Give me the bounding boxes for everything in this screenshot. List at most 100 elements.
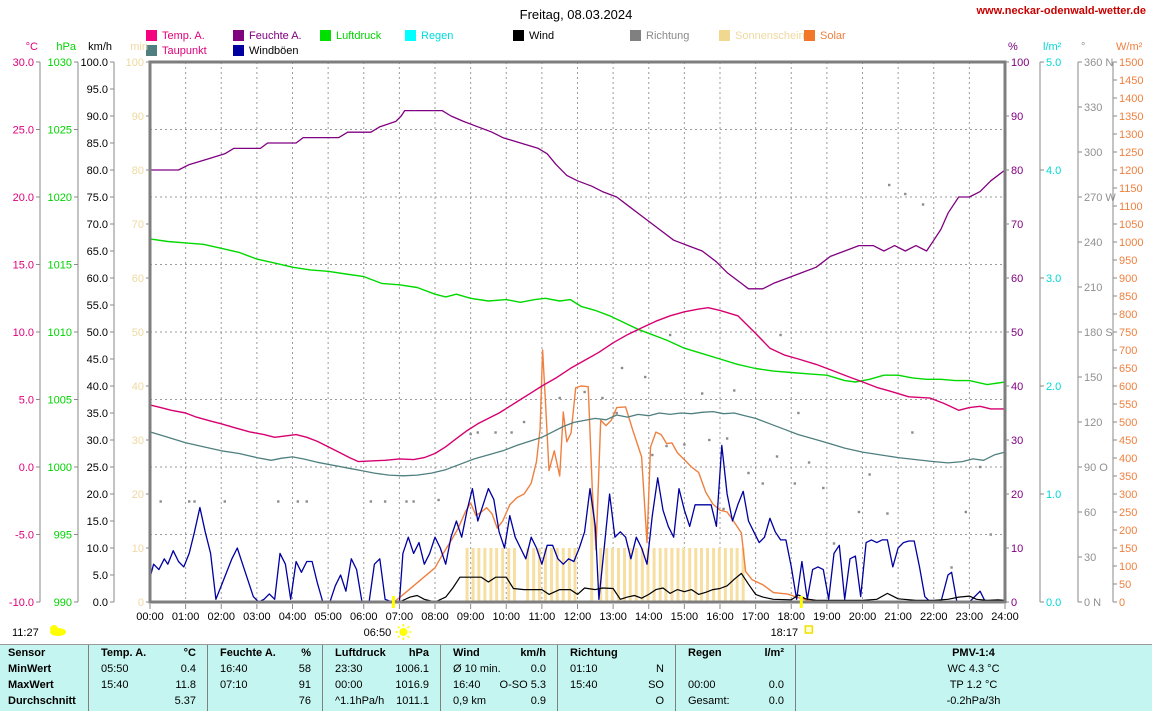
legend-item-taupunkt: Taupunkt (146, 45, 207, 57)
svg-text:750: 750 (1119, 327, 1137, 339)
svg-text:1015: 1015 (48, 260, 72, 272)
svg-text:30.0: 30.0 (13, 57, 34, 69)
svg-text:%: % (1008, 41, 1018, 53)
svg-text:40: 40 (132, 381, 144, 393)
website-link[interactable]: www.neckar-odenwald-wetter.de (976, 5, 1146, 17)
svg-text:04:00: 04:00 (279, 611, 307, 623)
svg-text:l/m²: l/m² (1043, 41, 1062, 53)
svg-text:1000: 1000 (48, 462, 72, 474)
axis-right-: % 0 10 20 30 40 50 60 70 80 90 100 (1005, 41, 1029, 609)
svg-text:60: 60 (1011, 273, 1023, 285)
svg-text:09:00: 09:00 (457, 611, 485, 623)
table-cell: WC 4.3 °C (947, 663, 1000, 675)
moon-marker: 11:27 (12, 625, 66, 639)
svg-text:80: 80 (1011, 165, 1023, 177)
svg-text:5.0: 5.0 (19, 395, 34, 407)
svg-text:50: 50 (132, 327, 144, 339)
svg-text:06:00: 06:00 (350, 611, 378, 623)
svg-text:90: 90 (1011, 111, 1023, 123)
svg-text:30: 30 (1084, 552, 1096, 564)
table-col-temp-a: Temp. A. °C 05:50 0.4 15:40 11.8 5.37 (88, 645, 206, 711)
sunrise-marker: 06:50 (364, 596, 412, 640)
svg-text:15:00: 15:00 (671, 611, 699, 623)
svg-text:330: 330 (1084, 102, 1102, 114)
svg-text:08:00: 08:00 (421, 611, 449, 623)
svg-text:km/h: km/h (88, 41, 112, 53)
svg-text:30: 30 (132, 435, 144, 447)
svg-text:80.0: 80.0 (87, 165, 108, 177)
svg-text:90 O: 90 O (1084, 462, 1108, 474)
series-feuchte-a (150, 109, 1006, 290)
svg-text:5.0: 5.0 (93, 570, 108, 582)
table-cell: 23:30 1006.1 (335, 663, 429, 675)
axis-left-c: °C -10.0 -5.0 0.0 5.0 10.0 15.0 20.0 25.0 30.0 (9, 41, 41, 609)
svg-text:0: 0 (1119, 597, 1125, 609)
svg-text:14:00: 14:00 (635, 611, 663, 623)
svg-text:100: 100 (126, 57, 144, 69)
svg-text:10.0: 10.0 (87, 543, 108, 555)
svg-text:22:00: 22:00 (920, 611, 948, 623)
svg-text:11:00: 11:00 (529, 611, 556, 623)
svg-text:50: 50 (1011, 327, 1023, 339)
svg-text:95.0: 95.0 (87, 84, 108, 96)
svg-text:100: 100 (1011, 57, 1029, 69)
svg-text:12:00: 12:00 (564, 611, 592, 623)
svg-text:1250: 1250 (1119, 147, 1143, 159)
axis-right-l-m: l/m² 0.0 1.0 2.0 3.0 4.0 5.0 (1039, 41, 1062, 609)
svg-text:800: 800 (1119, 309, 1137, 321)
svg-text:0: 0 (138, 597, 144, 609)
svg-text:240: 240 (1084, 237, 1102, 249)
svg-text:1150: 1150 (1119, 183, 1143, 195)
axis-left-min: min 0 10 20 30 40 50 60 70 80 90 100 (126, 41, 150, 609)
svg-text:1400: 1400 (1119, 93, 1143, 105)
legend-item-sonnenschein: Sonnenschein (719, 30, 805, 42)
svg-text:10: 10 (1011, 543, 1023, 555)
sun-icon (395, 624, 412, 640)
svg-text:10.0: 10.0 (13, 327, 34, 339)
legend-swatch-richtung (630, 30, 641, 41)
svg-text:100: 100 (1119, 561, 1137, 573)
svg-text:5.0: 5.0 (1046, 57, 1061, 69)
svg-text:950: 950 (1119, 255, 1137, 267)
table-cell: 16:40 58 (220, 663, 311, 675)
svg-text:05:00: 05:00 (314, 611, 342, 623)
table-cell: 01:10 N (570, 663, 664, 675)
svg-text:300: 300 (1119, 489, 1137, 501)
svg-text:18:17: 18:17 (771, 627, 799, 639)
svg-text:180 S: 180 S (1084, 327, 1113, 339)
legend-swatch-luftdruck (320, 30, 331, 41)
table-cell: 15:40 SO (570, 679, 664, 691)
svg-text:55.0: 55.0 (87, 300, 108, 312)
svg-text:01:00: 01:00 (172, 611, 200, 623)
svg-text:700: 700 (1119, 345, 1137, 357)
svg-text:19:00: 19:00 (813, 611, 841, 623)
legend-swatch-windb-en (233, 45, 244, 56)
svg-text:70.0: 70.0 (87, 219, 108, 231)
table-col-wind: Wind km/h Ø 10 min. 0.0 16:40 O-SO 5.3 0,9 km 0… (440, 645, 556, 711)
svg-text:60.0: 60.0 (87, 273, 108, 285)
legend-swatch-feuchte-a (233, 30, 244, 41)
sunset-marker: 18:17 (771, 596, 814, 639)
table-header-temp-a: Temp. A. °C (101, 647, 196, 659)
svg-text:90: 90 (132, 111, 144, 123)
grid-lines (150, 62, 1005, 602)
svg-text:50: 50 (1119, 579, 1131, 591)
weather-chart: °C -10.0 -5.0 0.0 5.0 10.0 15.0 20.0 25.0 30.0 hPa… (9, 41, 1143, 640)
svg-text:1200: 1200 (1119, 165, 1143, 177)
svg-text:0: 0 (1011, 597, 1017, 609)
legend-swatch-solar (804, 30, 815, 41)
svg-text:995: 995 (54, 530, 72, 542)
svg-text:70: 70 (132, 219, 144, 231)
table-cell: 5.37 (174, 695, 196, 707)
svg-text:°: ° (1081, 41, 1085, 53)
table-header-pmv-1-4: PMV-1:4 (952, 647, 995, 659)
svg-text:03:00: 03:00 (243, 611, 271, 623)
svg-text:1450: 1450 (1119, 75, 1143, 87)
svg-text:500: 500 (1119, 417, 1137, 429)
series-windb-en (149, 444, 1005, 603)
svg-text:17:00: 17:00 (742, 611, 770, 623)
svg-text:10: 10 (132, 543, 144, 555)
svg-text:550: 550 (1119, 399, 1137, 411)
svg-text:990: 990 (54, 597, 72, 609)
table-cell (676, 661, 794, 677)
